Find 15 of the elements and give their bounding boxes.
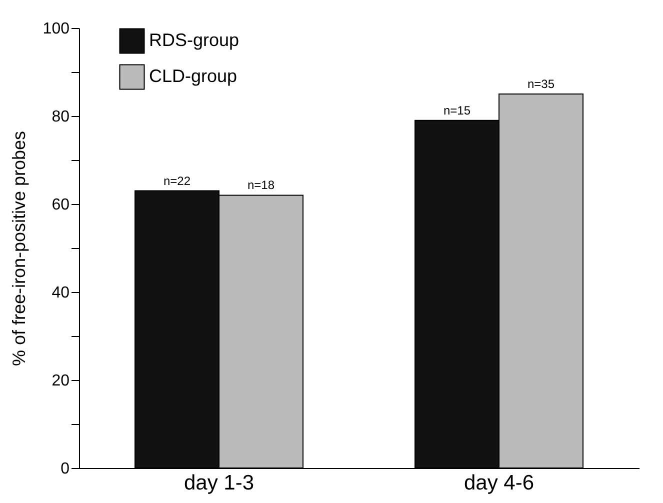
y-axis-title: % of free-iron-positive probes <box>8 130 29 366</box>
y-tick-label: 0 <box>60 460 70 478</box>
y-tick-label: 40 <box>52 284 70 302</box>
y-tick-label: 100 <box>42 20 70 38</box>
annotation: n=22 <box>163 174 191 188</box>
annotation: n=35 <box>527 77 555 91</box>
y-tick-label: 60 <box>52 196 70 214</box>
y-tick-label: 80 <box>52 108 70 126</box>
x-tick-label: day 4-6 <box>464 472 534 494</box>
annotation: n=18 <box>247 178 275 192</box>
legend-label: RDS-group <box>149 30 240 50</box>
x-tick-label: day 1-3 <box>184 472 254 494</box>
y-tick-label: 20 <box>52 372 70 390</box>
legend-label: CLD-group <box>149 66 238 86</box>
annotation: n=15 <box>443 103 471 118</box>
